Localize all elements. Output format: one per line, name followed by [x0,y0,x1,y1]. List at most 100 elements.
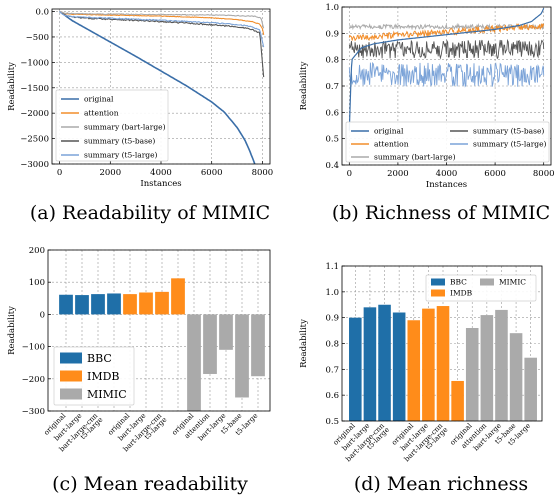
chart-1: 0 2000 4000 6000 8000 0.4 0.5 0.6 0.7 0.8 0.9 1.0 In… [299,3,555,224]
bar-mimic [219,314,233,350]
y-tick-label: −500 [26,33,49,43]
y-tick-label: 1.0 [325,3,339,13]
x-tick-label: 8000 [252,168,274,178]
bar-imdb [422,308,435,421]
bar-mimic [524,357,537,421]
chart-0: 0 2000 4000 6000 8000 0.0 −500 −1000 −1500 −2000 −… [7,8,273,224]
legend-label: summary (t5-base) [84,137,155,146]
x-tick-label: 6000 [484,169,506,179]
series-line-original [348,8,545,131]
legend: original attention summary (bart-large) sum… [55,89,169,162]
caption: (c) Mean readability [52,473,248,495]
bar-bbc [392,312,406,421]
y-tick-label: 0.8 [325,56,339,66]
axis-ticks: 0 2000 4000 6000 8000 0.0 −500 −1000 −1500 −2000 −… [20,8,273,178]
legend-box [345,121,550,163]
x-tick-label: 6000 [201,168,223,178]
y-tick-label: −1500 [20,84,49,94]
legend-label: summary (bart-large) [84,123,166,132]
series-line-summary-t5-large- [348,61,545,88]
legend-swatch [60,370,82,382]
series-line-summary-t5-large- [59,10,265,48]
y-tick-label: 0.5 [325,135,339,145]
series-line-original [59,10,256,164]
x-tick-label: 4000 [436,169,458,179]
legend-label: summary (bart-large) [374,153,456,162]
legend-label: summary (t5-large) [84,151,158,160]
caption: (d) Mean richness [354,473,528,495]
bar-bbc [75,295,89,315]
bar-bbc [378,304,391,421]
bar-mimic [509,333,523,421]
bar-mimic [465,328,479,421]
y-tick-label: 0.9 [325,29,339,39]
bar-mimic [251,314,265,377]
legend-swatch [431,289,445,297]
bar-mimic [480,315,494,421]
bar-imdb [436,306,450,421]
series-group [348,8,545,131]
y-tick-label: 0 [40,310,45,320]
bar-imdb [139,292,153,315]
legend-label: summary (t5-large) [473,140,547,149]
series-line-summary-t5-base- [59,10,265,78]
chart-3: 0.50.60.70.80.91.01.1originalbart-largeb… [299,262,543,495]
bar-mimic [187,314,201,411]
y-axis-label: Readability [7,306,17,355]
legend-label: summary (t5-base) [473,127,544,136]
legend-box [55,89,169,162]
y-axis-label: Readability [299,319,309,368]
bars [59,278,265,411]
y-tick-label: 0.4 [325,161,339,171]
chart-2: 2001000−100−200−300originalbart-largebar… [7,246,271,495]
legend-label: BBC [450,278,467,287]
legend-label: attention [374,140,409,149]
caption: (b) Richness of MIMIC [332,202,550,224]
axis-ticks: 0.50.60.70.80.91.01.1originalbart-largeb… [325,262,532,463]
axis-ticks: 0 2000 4000 6000 8000 0.4 0.5 0.6 0.7 0.8 0.9 1.0 [325,3,554,179]
bar-bbc [59,294,73,315]
bar-imdb [171,278,185,315]
bar-imdb [407,320,421,421]
legend-swatch [480,278,494,286]
x-tick-label: 8000 [533,169,555,179]
bar-mimic [495,309,508,421]
legend-box [425,274,537,302]
legend-label: original [84,95,114,104]
y-tick-label: 0.0 [35,8,49,18]
bar-bbc [107,293,121,315]
y-tick-label: −300 [22,407,45,417]
bars [349,304,537,421]
y-axis-label: Readability [299,61,309,110]
plot-frame [47,249,271,412]
legend-label: original [374,127,404,136]
legend: BBC IMDB MIMIC [425,274,537,302]
legend-swatch [431,278,445,286]
series-line-summary-t5-base- [348,38,545,60]
y-tick-label: 0.6 [325,108,339,118]
series-line-attention [59,10,265,36]
bar-bbc [349,317,362,421]
bar-imdb [155,291,169,315]
y-tick-label: −100 [22,343,45,353]
y-tick-label: 0.5 [325,417,339,427]
legend-label: attention [84,109,119,118]
legend-label: BBC [87,352,112,365]
series-line-summary-bart-large- [349,22,545,31]
y-tick-label: −200 [22,375,45,385]
x-tick-label: 4000 [150,168,172,178]
bar-mimic [235,314,249,398]
bar-bbc [91,294,105,315]
x-axis-label: Instances [140,179,181,189]
y-tick-label: 200 [29,246,45,256]
x-tick-label: 2000 [387,169,409,179]
legend-label: IMDB [450,289,473,298]
y-tick-label: 1.1 [325,262,339,272]
legend-label: MIMIC [87,388,127,401]
y-tick-label: −2500 [20,135,49,145]
x-tick-label: 0 [57,168,62,178]
legend-label: MIMIC [499,278,526,287]
y-tick-label: 0.8 [325,340,339,350]
y-tick-label: 0.9 [325,314,339,324]
